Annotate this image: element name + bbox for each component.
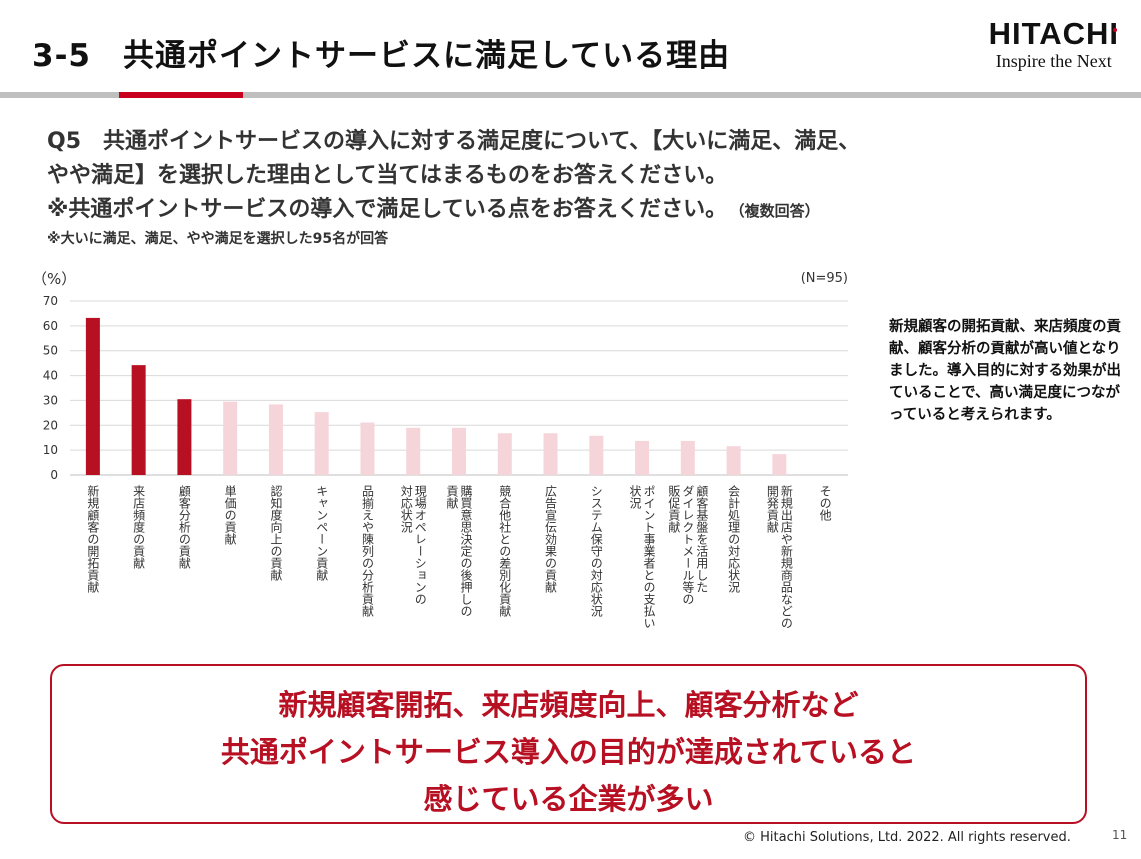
logo-tagline: Inspire the Next bbox=[995, 51, 1112, 71]
header-divider bbox=[0, 92, 1141, 98]
question-line-3: ※共通ポイントサービスの導入で満足している点をお答えください。 （複数回答） bbox=[47, 193, 860, 228]
bar-7 bbox=[360, 422, 375, 475]
y-tick-label: 20 bbox=[43, 418, 58, 432]
y-tick-label: 10 bbox=[43, 443, 58, 457]
y-tick-label: 40 bbox=[43, 369, 58, 383]
category-label: 開発貢献 bbox=[765, 485, 779, 533]
header-accent-bar bbox=[119, 92, 243, 98]
category-label: 広告宣伝効果の貢献 bbox=[544, 485, 558, 593]
bar-4 bbox=[223, 401, 238, 475]
bar-12 bbox=[589, 435, 604, 475]
y-tick-label: 50 bbox=[43, 344, 58, 358]
bar-14 bbox=[680, 440, 695, 475]
hitachi-logo: HITACHI Inspire the Next bbox=[989, 18, 1119, 72]
category-label: 販促貢献 bbox=[667, 485, 681, 533]
category-label: 状況 bbox=[628, 485, 642, 509]
category-label: 認知度向上の貢献 bbox=[269, 484, 283, 581]
category-label: キャンペーン貢献 bbox=[315, 485, 329, 581]
category-label: 品揃えや陳列の分析貢献 bbox=[360, 485, 374, 617]
bar-10 bbox=[497, 433, 512, 475]
y-axis-label: （%） bbox=[32, 270, 76, 288]
question-line-3-text: ※共通ポイントサービスの導入で満足している点をお答えください。 bbox=[47, 197, 728, 222]
y-tick-label: 30 bbox=[43, 393, 58, 407]
bar-13 bbox=[635, 440, 650, 475]
category-label: 対応状況 bbox=[399, 485, 413, 533]
category-label: 現場オペレーションの bbox=[413, 485, 427, 605]
bar-6 bbox=[314, 412, 329, 475]
page-title: 3-5 共通ポイントサービスに満足している理由 bbox=[32, 38, 731, 74]
respondent-note: ※大いに満足、満足、やや満足を選択した95名が回答 bbox=[47, 231, 389, 247]
y-tick-label: 60 bbox=[43, 319, 58, 333]
chart-commentary: 新規顧客の開拓貢献、来店頻度の貢献、顧客分析の貢献が高い値となりました。導入目的… bbox=[889, 319, 1121, 423]
logo-brand: HITACHI bbox=[988, 16, 1119, 51]
copyright: © Hitachi Solutions, Ltd. 2022. All righ… bbox=[743, 830, 1071, 845]
category-label: 新規顧客の開拓貢献 bbox=[86, 484, 100, 593]
bar-5 bbox=[268, 404, 283, 475]
category-label: 単価の貢献 bbox=[223, 485, 237, 545]
category-label: 競合他社との差別化貢献 bbox=[498, 484, 512, 617]
category-label: 新規出店や新規商品などの bbox=[779, 484, 793, 629]
question-line-1: Q5 共通ポイントサービスの導入に対する満足度について、【大いに満足、満足、 bbox=[47, 129, 861, 154]
question-block: Q5 共通ポイントサービスの導入に対する満足度について、【大いに満足、満足、 や… bbox=[47, 125, 860, 250]
conclusion-box: 新規顧客開拓、来店頻度向上、顧客分析など 共通ポイントサービス導入の目的が達成さ… bbox=[50, 664, 1087, 824]
question-line-2: やや満足】を選択した理由として当てはまるものをお答えください。 bbox=[47, 163, 728, 188]
category-label: 貢献 bbox=[445, 485, 459, 509]
category-label: ダイレクトメール等の bbox=[681, 485, 695, 605]
logo-dot-icon bbox=[1113, 28, 1117, 32]
page-number: 11 bbox=[1112, 828, 1128, 842]
conclusion-line-2: 共通ポイントサービス導入の目的が達成されていると bbox=[220, 735, 917, 769]
conclusion-line-1: 新規顧客開拓、来店頻度向上、顧客分析など bbox=[278, 688, 859, 722]
bar-8 bbox=[406, 427, 421, 475]
category-label: 購買意思決定の後押しの bbox=[459, 485, 473, 617]
bar-11 bbox=[543, 433, 558, 475]
category-label: 来店頻度の貢献 bbox=[132, 485, 146, 569]
bar-9 bbox=[452, 427, 466, 475]
y-tick-label: 0 bbox=[50, 468, 58, 482]
bar-chart: （%） (N=95) 0 10 20 30 40 50 60 70 新規顧客の開拓貢献 来店頻度の貢献… bbox=[32, 270, 848, 629]
bar-16 bbox=[772, 454, 787, 475]
category-label: その他 bbox=[818, 485, 832, 521]
category-label: ポイント事業者との支払い bbox=[642, 485, 656, 629]
sample-size-label: (N=95) bbox=[801, 271, 848, 286]
category-label: 顧客分析の貢献 bbox=[177, 484, 191, 569]
bar-2 bbox=[131, 365, 146, 475]
category-label: 会計処理の対応状況 bbox=[727, 485, 741, 593]
bar-15 bbox=[726, 446, 741, 475]
category-label: システム保守の対応状況 bbox=[589, 485, 603, 617]
category-label: 顧客基盤を活用した bbox=[695, 484, 709, 593]
multiple-answer-note: （複数回答） bbox=[737, 202, 820, 220]
y-tick-label: 70 bbox=[43, 294, 58, 308]
bar-3 bbox=[177, 399, 192, 475]
bar-1 bbox=[85, 317, 100, 475]
conclusion-line-3: 感じている企業が多い bbox=[423, 782, 714, 816]
